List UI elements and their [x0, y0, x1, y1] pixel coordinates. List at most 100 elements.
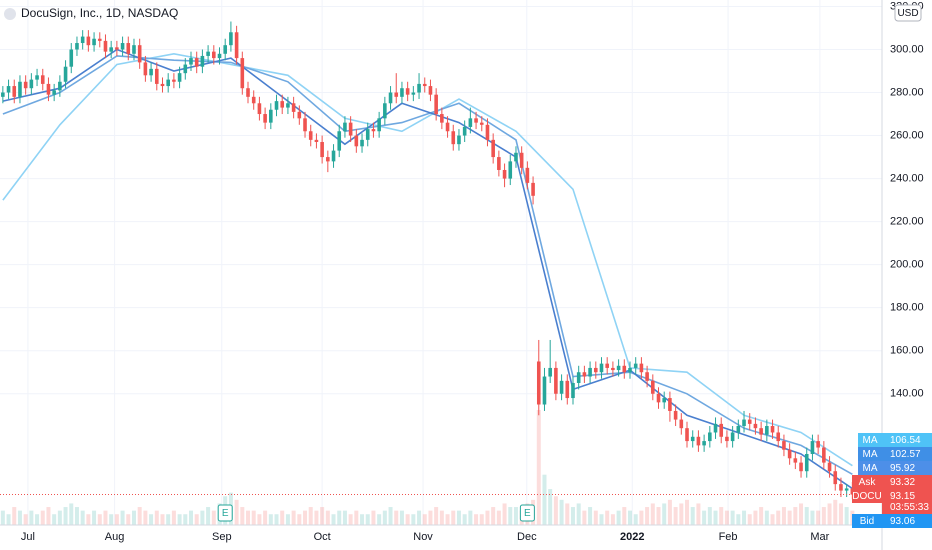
candle-body	[422, 83, 427, 87]
candle-body	[354, 135, 359, 147]
volume-bar	[838, 503, 843, 525]
candle-body	[286, 103, 290, 108]
volume-bar	[399, 510, 404, 525]
candle-body	[120, 43, 125, 50]
volume-bar	[736, 514, 741, 525]
candle-body	[776, 432, 781, 442]
volume-bar	[291, 510, 296, 525]
volume-bar	[582, 510, 587, 525]
candle-body	[445, 122, 450, 132]
candle-body	[719, 423, 724, 437]
volume-bar	[92, 510, 97, 525]
volume-bar	[548, 489, 553, 525]
volume-bar	[707, 507, 712, 525]
x-tick-label: Nov	[413, 531, 433, 543]
quote-tag-value-bg	[882, 489, 932, 514]
candle-body	[400, 88, 404, 97]
candle-body	[491, 139, 495, 158]
y-tick-label: 260.00	[890, 129, 924, 141]
volume-bar	[605, 510, 610, 525]
candle-body	[291, 103, 296, 112]
candle-body	[1, 92, 5, 97]
volume-bar	[57, 510, 62, 525]
volume-bar	[268, 514, 273, 525]
y-tick-label: 200.00	[890, 259, 924, 271]
quote-tag-name-bg	[852, 475, 882, 489]
x-tick-label: Sep	[212, 531, 232, 543]
ma-tag-value-bg	[882, 447, 932, 461]
candle-body	[154, 68, 159, 84]
candle-body	[736, 426, 741, 433]
candle-body	[115, 47, 119, 50]
x-tick-label: Jul	[21, 531, 35, 543]
volume-bar	[109, 514, 114, 525]
candle-body	[109, 47, 113, 52]
volume-bar	[804, 507, 809, 525]
x-tick-label: Feb	[719, 531, 738, 543]
currency[interactable]: USD	[897, 8, 918, 19]
y-tick-label: 160.00	[890, 345, 924, 357]
ma-tag-name: MA	[863, 449, 878, 460]
candle-body	[554, 367, 558, 394]
earnings-marker	[217, 504, 233, 522]
candle-body	[765, 426, 769, 435]
volume-bar	[816, 510, 821, 525]
candle-body	[308, 131, 313, 140]
volume-bar	[428, 510, 433, 525]
volume-bar	[251, 510, 256, 525]
candle-body	[331, 150, 336, 162]
volume-bar	[314, 510, 319, 525]
currency-box[interactable]	[894, 4, 922, 22]
volume-bar	[434, 507, 439, 525]
candle-body	[394, 92, 399, 97]
volume-bar	[17, 510, 22, 525]
ma-tag-name-bg	[858, 433, 882, 447]
volume-bar	[799, 503, 804, 525]
ma-tag-value: 102.57	[890, 449, 921, 460]
volume-bar	[747, 514, 752, 525]
candle-body	[343, 122, 347, 132]
candle-body	[565, 380, 570, 399]
volume-bar	[103, 510, 108, 525]
candle-body	[747, 419, 752, 424]
volume-bar	[263, 510, 268, 525]
volume-bar	[696, 503, 701, 525]
earnings-marker	[519, 504, 535, 522]
volume-bar	[468, 510, 473, 525]
volume-bar	[206, 507, 211, 525]
volume-bar	[274, 514, 279, 525]
candle-body	[502, 169, 507, 179]
volume-bar	[6, 514, 11, 525]
candle-body	[194, 58, 199, 67]
volume-bar	[126, 514, 131, 525]
candle-body	[411, 92, 416, 95]
volume-bar	[35, 514, 40, 525]
volume-bar	[297, 514, 302, 525]
volume-bar	[308, 507, 313, 525]
volume-bar	[171, 510, 176, 525]
candle-body	[40, 75, 45, 84]
candle-body	[525, 167, 530, 183]
volume-bar	[188, 510, 193, 525]
candle-body	[668, 398, 672, 411]
candle-body	[508, 161, 513, 179]
candle-body	[212, 51, 216, 59]
x-tick-label: Dec	[517, 531, 537, 543]
candle-body	[708, 432, 712, 442]
x-tick-label: 2022	[620, 531, 644, 543]
candle-body	[417, 83, 421, 93]
candle-body	[479, 122, 484, 125]
candle-body	[685, 428, 689, 442]
candle-body	[588, 367, 592, 377]
volume-bar	[114, 514, 119, 525]
candle-body	[365, 129, 370, 140]
volume-bar	[559, 499, 564, 525]
volume-bar	[12, 507, 17, 525]
candle-body	[223, 45, 228, 54]
volume-bar	[616, 510, 621, 525]
volume-bar	[553, 496, 558, 525]
candle-body	[337, 131, 342, 151]
volume-bar	[69, 503, 74, 525]
volume-pane	[0, 410, 855, 525]
